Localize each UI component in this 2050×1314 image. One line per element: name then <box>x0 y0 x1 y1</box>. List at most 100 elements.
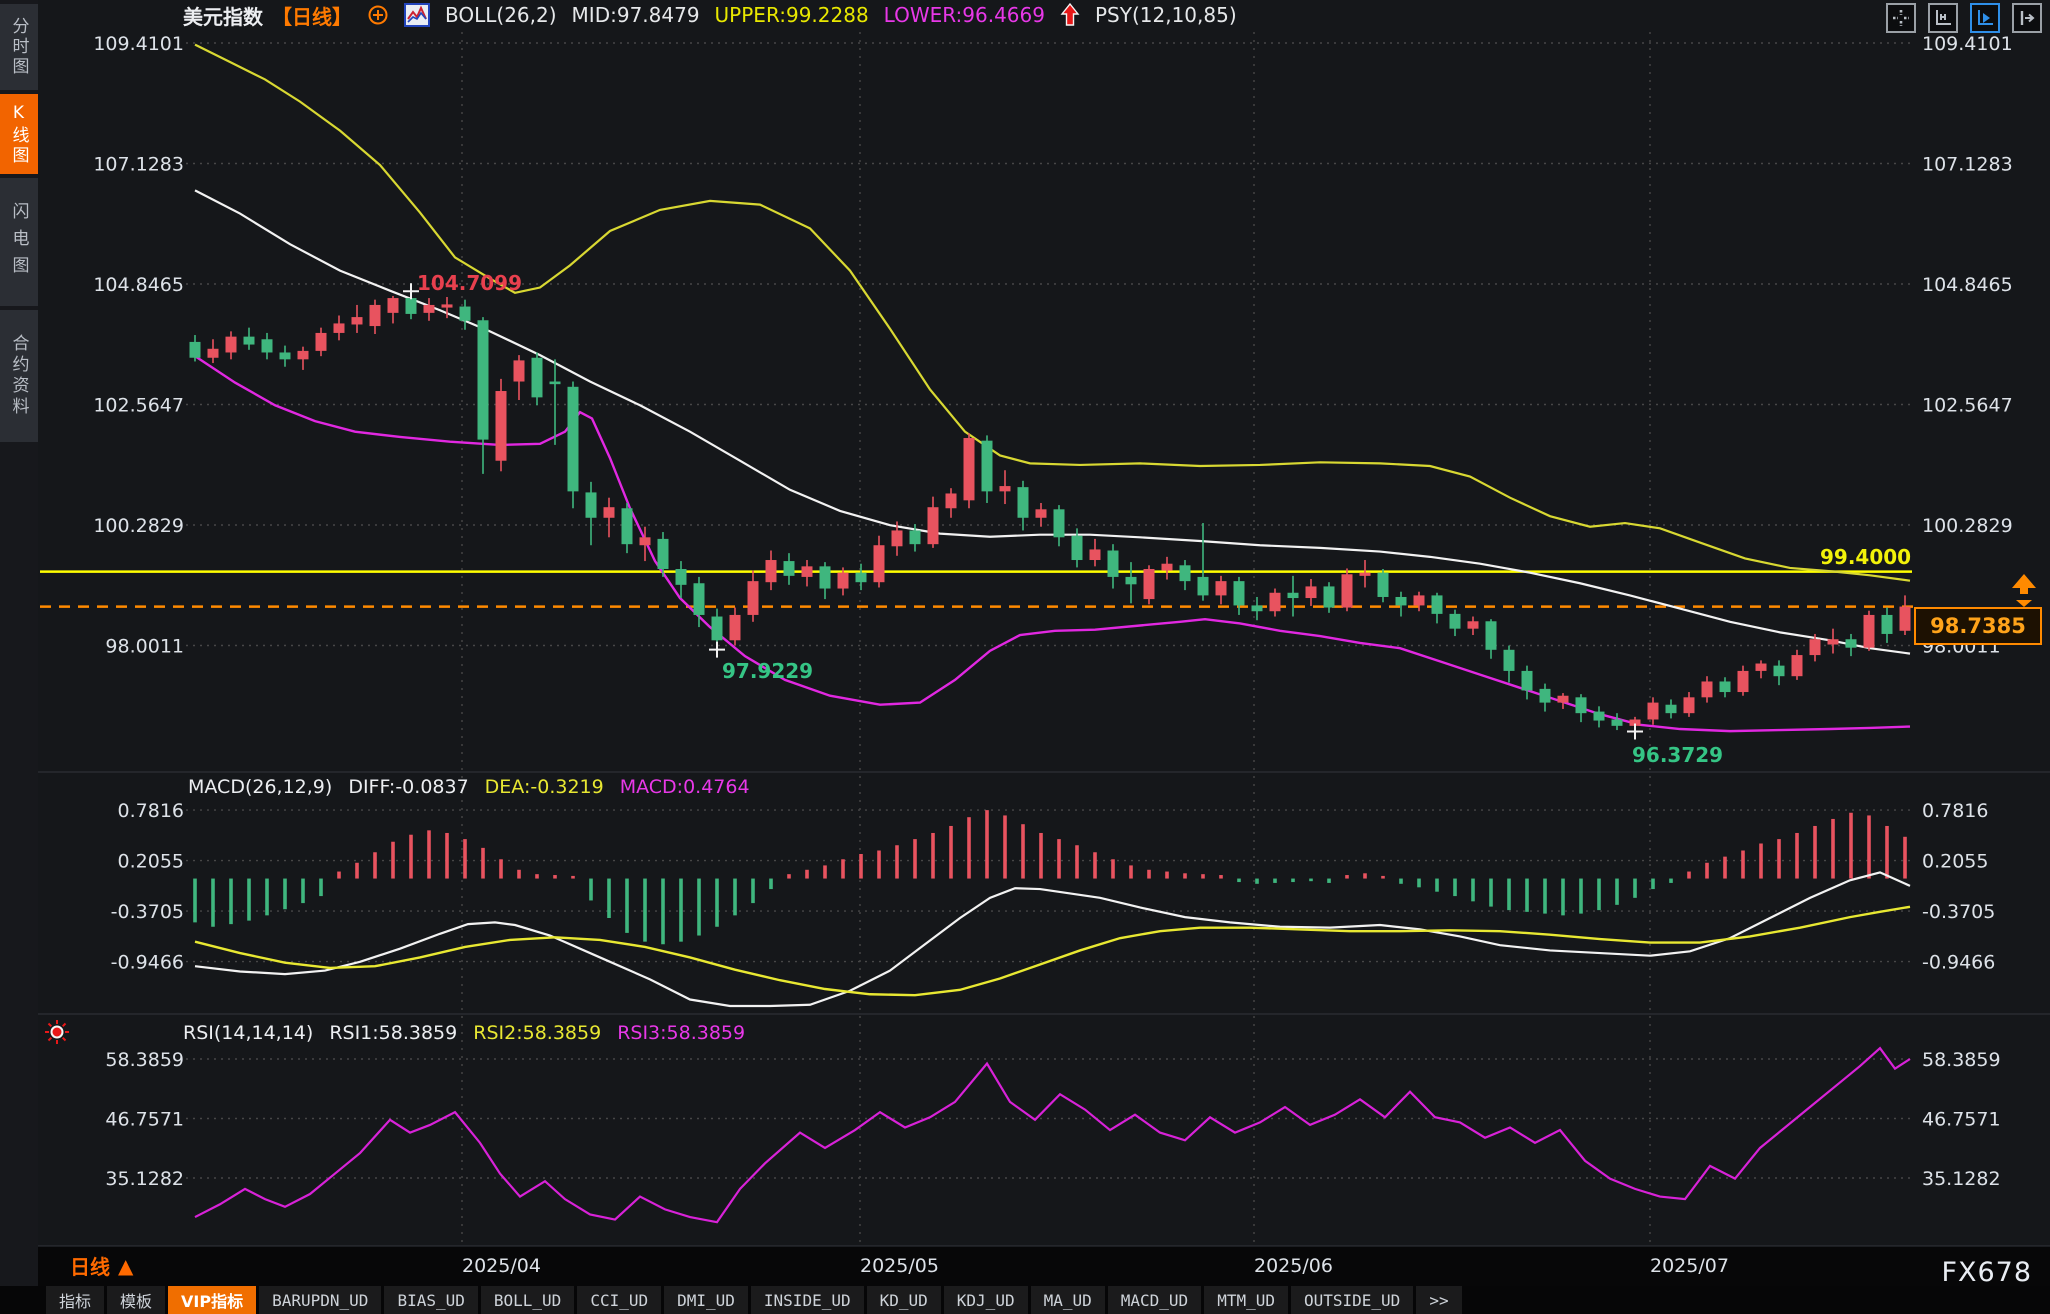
bottom-tab-barupdnud[interactable]: BARUPDN_UD <box>259 1286 382 1314</box>
candle-body <box>351 317 363 325</box>
rsi-axis-label-left: 35.1282 <box>105 1168 184 1190</box>
candle-body <box>1773 665 1785 677</box>
candle-body <box>387 298 399 313</box>
candle-body <box>1485 621 1497 650</box>
candle-body <box>1233 581 1245 606</box>
boll-mid-value: MID:97.8479 <box>571 3 700 27</box>
candle-body <box>1737 670 1749 693</box>
bottom-tab-cciud[interactable]: CCI_UD <box>577 1286 662 1314</box>
candle-body <box>909 530 921 545</box>
bottom-tab-bollud[interactable]: BOLL_UD <box>480 1286 575 1314</box>
candle-body <box>711 616 723 641</box>
sidebar-item-contract-info[interactable]: 合约资料 <box>0 310 38 442</box>
candle-body <box>477 320 489 440</box>
candle-body <box>531 357 543 398</box>
bottom-tab-mtmud[interactable]: MTM_UD <box>1204 1286 1288 1314</box>
candle-body <box>891 530 903 547</box>
bottom-tab-insideud[interactable]: INSIDE_UD <box>750 1286 864 1314</box>
rsi-axis-label-left: 46.7571 <box>105 1109 184 1131</box>
bottom-tab-vip[interactable]: VIP指标 <box>168 1286 257 1314</box>
sidebar-item-lightning-chart[interactable]: 闪电图 <box>0 178 38 306</box>
macd-value: MACD:0.4764 <box>619 776 750 798</box>
sidebar-item-label: 分时图 <box>8 17 29 77</box>
price-axis-label-right: 107.1283 <box>1922 154 2013 176</box>
macd-axis-label-right: 0.2055 <box>1922 851 1988 873</box>
price-annotation: 99.4000 <box>1820 545 1911 569</box>
candle-body <box>423 304 435 313</box>
candle-body <box>1467 621 1479 629</box>
bottom-tab-kdjud[interactable]: KDJ_UD <box>943 1286 1028 1314</box>
rsi-axis-label-right: 58.3859 <box>1922 1049 2001 1071</box>
mini-chart-icon[interactable] <box>404 3 430 27</box>
axis-scale-button[interactable] <box>1928 3 1958 33</box>
rsi2-value: RSI2:58.3859 <box>473 1022 602 1044</box>
candle-body <box>1503 649 1515 671</box>
candle-body <box>1071 535 1083 561</box>
sidebar-item-kline-chart[interactable]: K线图 <box>0 94 38 174</box>
current-price-tag[interactable]: 98.7385 <box>1914 607 2042 645</box>
candle-body <box>999 486 1011 492</box>
candle-body <box>765 560 777 583</box>
candle-body <box>783 561 795 576</box>
indicator-name: BOLL(26,2) <box>445 3 557 27</box>
add-circle-icon[interactable] <box>367 4 389 26</box>
price-axis-label-left: 98.0011 <box>105 636 184 658</box>
candle-body <box>963 438 975 501</box>
candle-body <box>1647 702 1659 720</box>
candle-body <box>855 572 867 583</box>
candle-body <box>1575 697 1587 714</box>
candle-body <box>495 391 507 461</box>
candle-body <box>549 381 561 385</box>
price-axis-label-right: 104.8465 <box>1922 274 2013 296</box>
period-indicator[interactable]: 日线 ▲ <box>70 1251 133 1280</box>
boll-upper-line <box>194 43 1911 582</box>
bottom-tab-maud[interactable]: MA_UD <box>1030 1286 1105 1314</box>
crosshair-tool-button[interactable] <box>1886 3 1916 33</box>
period-indicator-label: 日线 <box>70 1255 110 1279</box>
month-label: 2025/07 <box>1650 1255 1729 1277</box>
candle-body <box>1809 639 1821 656</box>
bottom-tab-outsideud[interactable]: OUTSIDE_UD <box>1290 1286 1414 1314</box>
macd-dea-value: DEA:-0.3219 <box>484 776 604 798</box>
macd-axis-label-left: 0.2055 <box>118 851 184 873</box>
candle-body <box>639 537 651 546</box>
macd-dea-line <box>194 905 1911 997</box>
candle-body <box>1611 719 1623 726</box>
candle-body <box>1827 639 1839 645</box>
price-annotation: 96.3729 <box>1632 743 1723 767</box>
candle-body <box>1179 565 1191 582</box>
bottom-tab-[interactable]: 模板 <box>107 1286 166 1314</box>
extreme-marker-cross <box>403 283 419 300</box>
candle-body <box>1629 719 1641 726</box>
candle-body <box>567 386 579 492</box>
candle-body <box>333 323 345 333</box>
candle-body <box>945 493 957 509</box>
bottom-tab-[interactable]: 指标 <box>46 1286 105 1314</box>
sidebar-item-timeline-chart[interactable]: 分时图 <box>0 4 38 90</box>
period-tag[interactable]: 【日线】 <box>272 4 352 29</box>
candle-body <box>1053 509 1065 538</box>
candle-body <box>1899 606 1911 631</box>
candle-body <box>513 360 525 382</box>
bottom-tab-dmiud[interactable]: DMI_UD <box>664 1286 748 1314</box>
candle-body <box>873 545 885 583</box>
pan-right-button[interactable] <box>2012 3 2042 33</box>
auto-scroll-button[interactable] <box>1970 3 2000 33</box>
boll-lower-value: LOWER:96.4669 <box>883 3 1045 27</box>
alert-dot-icon[interactable] <box>44 1019 70 1049</box>
psy-indicator-label: PSY(12,10,85) <box>1094 3 1237 27</box>
candle-body <box>1719 681 1731 693</box>
candle-body <box>1089 549 1101 561</box>
candle-body <box>405 298 417 314</box>
bottom-tab-macdud[interactable]: MACD_UD <box>1107 1286 1202 1314</box>
bottom-tab-biasud[interactable]: BIAS_UD <box>384 1286 478 1314</box>
rsi-axis-label-right: 35.1282 <box>1922 1168 2001 1190</box>
bottom-tab-kdud[interactable]: KD_UD <box>866 1286 941 1314</box>
macd-axis-label-left: -0.3705 <box>111 901 184 923</box>
rsi1-value: RSI1:58.3859 <box>329 1022 458 1044</box>
bottom-tab-[interactable]: >> <box>1416 1286 1462 1314</box>
price-axis-label-right: 102.5647 <box>1922 395 2013 417</box>
candle-body <box>189 341 201 358</box>
price-annotation: 104.7099 <box>417 271 522 295</box>
